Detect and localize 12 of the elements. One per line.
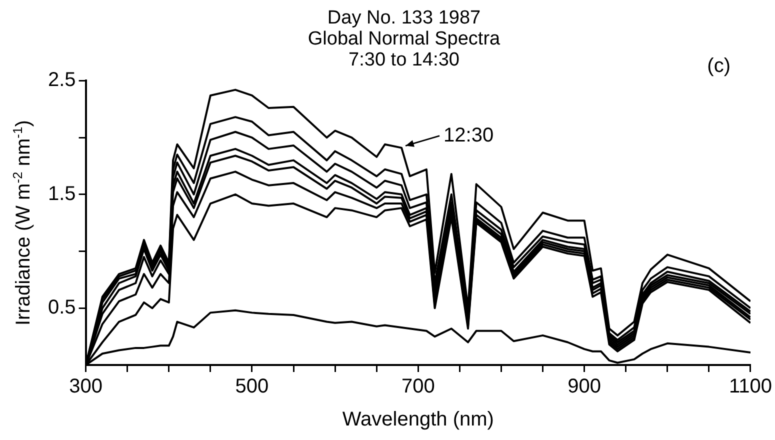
x-tick-label: 1100 — [728, 376, 772, 398]
x-tick-label: 500 — [235, 376, 269, 398]
text: (c) — [707, 55, 730, 78]
annotation: 12:30 — [444, 124, 494, 146]
y-tick-label: 0.5 — [48, 296, 76, 319]
x-tick-label: 300 — [69, 376, 102, 398]
y-tick-label: 2.5 — [48, 69, 76, 92]
x-tick-label: 900 — [568, 376, 602, 398]
chart-title: Day No. 133 1987 Global Normal Spectra 7:30 to 14:30 — [308, 8, 501, 70]
x-axis-title: Wavelength (nm) — [342, 408, 494, 431]
x-tick-label: 700 — [401, 376, 435, 398]
y-tick-label: 1.5 — [48, 182, 76, 205]
